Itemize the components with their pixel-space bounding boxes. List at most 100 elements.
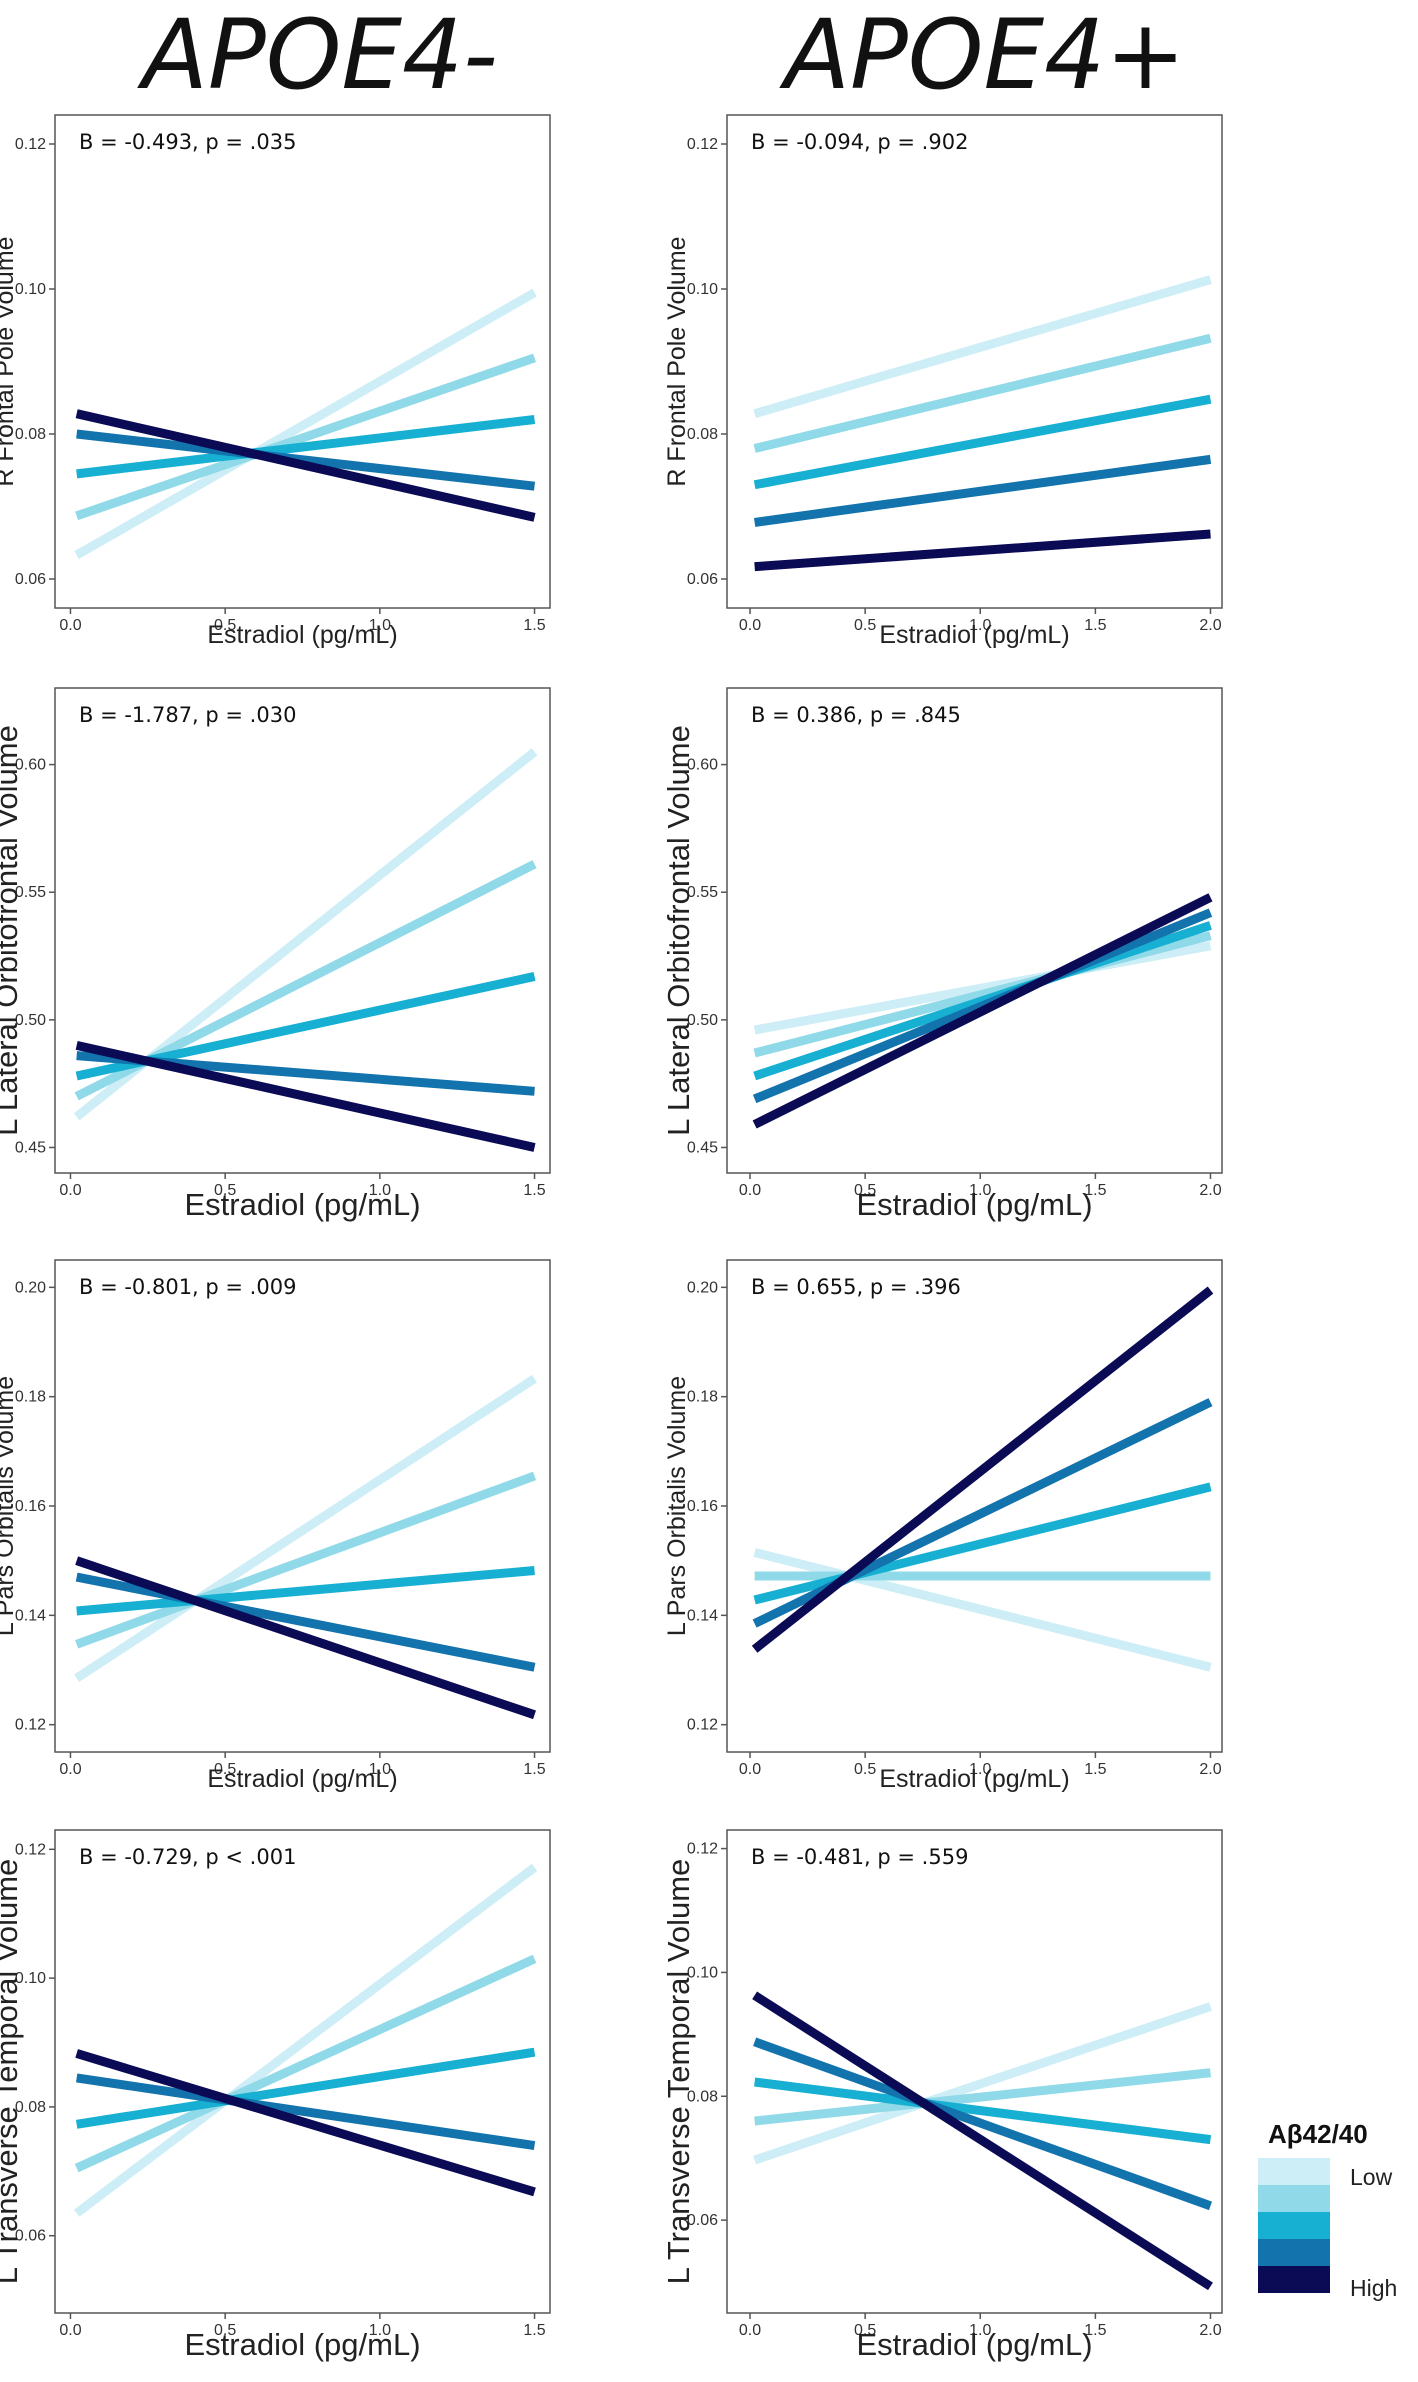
plot-frame (54, 1829, 551, 2314)
series-line-level-3 (753, 921, 1212, 1081)
y-tick-label: 0.50 (687, 1012, 718, 1029)
y-axis-label: L Transverse Temporal Volume (661, 1859, 696, 2285)
series-line-level-1 (753, 941, 1212, 1035)
y-axis-label: L Pars Orbitalis Volume (663, 1376, 691, 1636)
stat-annotation: B = -0.094, p = .902 (751, 130, 968, 154)
plot-frame (54, 1259, 551, 1753)
x-tick-label: 1.5 (523, 1761, 545, 1778)
x-tick-label: 1.0 (969, 2322, 991, 2339)
stat-annotation: B = -0.493, p = .035 (79, 130, 296, 154)
x-tick-label: 0.0 (59, 617, 81, 634)
y-axis-label: R Frontal Pole Volume (0, 236, 19, 486)
x-tick-label: 1.5 (523, 2322, 545, 2339)
y-tick-label: 0.12 (687, 1841, 718, 1858)
panels: 0.0 0.5 1.0 1.5 0.06 0.08 0.10 0.12 B = -0.493, … (0, 114, 1223, 2362)
series-line-level-4 (753, 2037, 1213, 2211)
x-tick-label: 0.5 (214, 1761, 236, 1778)
y-tick-label: 0.60 (687, 757, 718, 774)
series-line-level-1 (73, 1863, 538, 2217)
y-tick-label: 0.16 (687, 1498, 718, 1515)
legend-low-label: Low (1350, 2164, 1393, 2190)
panel-0: 0.0 0.5 1.0 1.5 0.06 0.08 0.10 0.12 B = -0.493, … (0, 114, 551, 649)
series-line-level-1 (753, 2002, 1212, 2165)
x-axis-label: Estradiol (pg/mL) (207, 621, 397, 649)
x-tick-label: 1.0 (969, 617, 991, 634)
x-tick-label: 0.0 (59, 1761, 81, 1778)
x-tick-label: 1.0 (969, 1182, 991, 1199)
plot-frame (54, 114, 551, 609)
x-tick-label: 0.0 (739, 1182, 761, 1199)
stat-annotation: B = -0.729, p < .001 (79, 1845, 296, 1869)
x-tick-label: 2.0 (1199, 1761, 1221, 1778)
x-tick-label: 0.5 (854, 1182, 876, 1199)
legend-swatch-level-1 (1258, 2158, 1330, 2185)
y-tick-label: 0.06 (687, 571, 718, 588)
y-tick-label: 0.12 (15, 1717, 46, 1734)
x-tick-label: 0.5 (214, 617, 236, 634)
y-tick-label: 0.14 (15, 1607, 46, 1624)
x-tick-label: 0.0 (59, 2322, 81, 2339)
series-line-level-1 (74, 288, 537, 559)
series-line-level-5 (75, 409, 536, 522)
y-tick-label: 0.20 (15, 1279, 46, 1296)
y-tick-label: 0.08 (687, 2088, 718, 2105)
stat-annotation: B = -0.801, p = .009 (79, 1275, 296, 1299)
legend-title: Aβ42/40 (1268, 2119, 1368, 2149)
x-tick-label: 2.0 (1199, 617, 1221, 634)
x-axis-label: Estradiol (pg/mL) (184, 2327, 420, 2362)
column-title-apoe4-positive: APOE4+ (778, 0, 1185, 111)
panel-6: 0.0 0.5 1.0 1.5 0.06 0.08 0.10 0.12 B = -0.729, … (0, 1829, 551, 2362)
y-tick-label: 0.45 (687, 1139, 718, 1156)
x-tick-label: 0.5 (854, 1761, 876, 1778)
x-tick-label: 1.5 (523, 617, 545, 634)
series-line-level-3 (754, 2077, 1212, 2145)
legend-high-label: High (1350, 2275, 1397, 2301)
y-axis-label: L Transverse Temporal Volume (0, 1859, 24, 2285)
series-line-level-4 (752, 908, 1213, 1104)
y-tick-label: 0.10 (15, 281, 46, 298)
series-line-level-5 (751, 1286, 1214, 1653)
plot-frame (726, 1829, 1223, 2314)
x-tick-label: 0.0 (739, 617, 761, 634)
series-line-level-2 (74, 1954, 537, 2173)
x-tick-label: 1.0 (369, 1761, 391, 1778)
series-line-level-5 (75, 2049, 536, 2197)
legend: Aβ42/40 Low High (1258, 2119, 1397, 2301)
series-line-level-4 (75, 1572, 536, 1672)
legend-swatch-level-2 (1258, 2185, 1330, 2212)
y-tick-label: 0.08 (15, 2099, 46, 2116)
stat-annotation: B = -0.481, p = .559 (751, 1845, 968, 1869)
series-line-level-5 (75, 1040, 536, 1152)
y-tick-label: 0.12 (687, 136, 718, 153)
stat-annotation: B = 0.386, p = .845 (751, 703, 961, 727)
y-tick-label: 0.08 (687, 426, 718, 443)
panel-4: 0.0 0.5 1.0 1.5 0.12 0.14 0.16 0.18 0.20 B = -0.8… (0, 1259, 551, 1793)
x-axis-label: Estradiol (pg/mL) (879, 1765, 1069, 1793)
series-line-level-4 (754, 454, 1212, 527)
y-tick-label: 0.06 (15, 2228, 46, 2245)
x-tick-label: 0.5 (214, 2322, 236, 2339)
x-tick-label: 1.5 (1084, 2322, 1106, 2339)
series-line-level-2 (75, 353, 536, 521)
x-tick-label: 0.0 (739, 2322, 761, 2339)
x-tick-label: 0.5 (214, 1182, 236, 1199)
legend-swatches (1258, 2158, 1330, 2293)
series-line-level-2 (753, 333, 1212, 453)
x-axis-label: Estradiol (pg/mL) (184, 1187, 420, 1222)
y-tick-label: 0.45 (15, 1139, 46, 1156)
series-line-level-2 (753, 931, 1212, 1058)
y-tick-label: 0.55 (15, 884, 46, 901)
stat-annotation: B = 0.655, p = .396 (751, 1275, 961, 1299)
y-tick-label: 0.10 (687, 281, 718, 298)
x-tick-label: 0.5 (854, 617, 876, 634)
legend-swatch-level-3 (1258, 2212, 1330, 2239)
x-tick-label: 0.0 (739, 1761, 761, 1778)
y-tick-label: 0.14 (687, 1607, 718, 1624)
x-tick-label: 1.5 (523, 1182, 545, 1199)
panel-1: 0.0 0.5 1.0 1.5 2.0 0.06 0.08 0.10 0.12 B = -0.09… (663, 114, 1223, 649)
x-tick-label: 1.5 (1084, 617, 1106, 634)
x-axis-label: Estradiol (pg/mL) (879, 621, 1069, 649)
legend-swatch-level-5 (1258, 2266, 1330, 2293)
x-tick-label: 1.5 (1084, 1761, 1106, 1778)
series-line-level-3 (76, 1566, 535, 1616)
